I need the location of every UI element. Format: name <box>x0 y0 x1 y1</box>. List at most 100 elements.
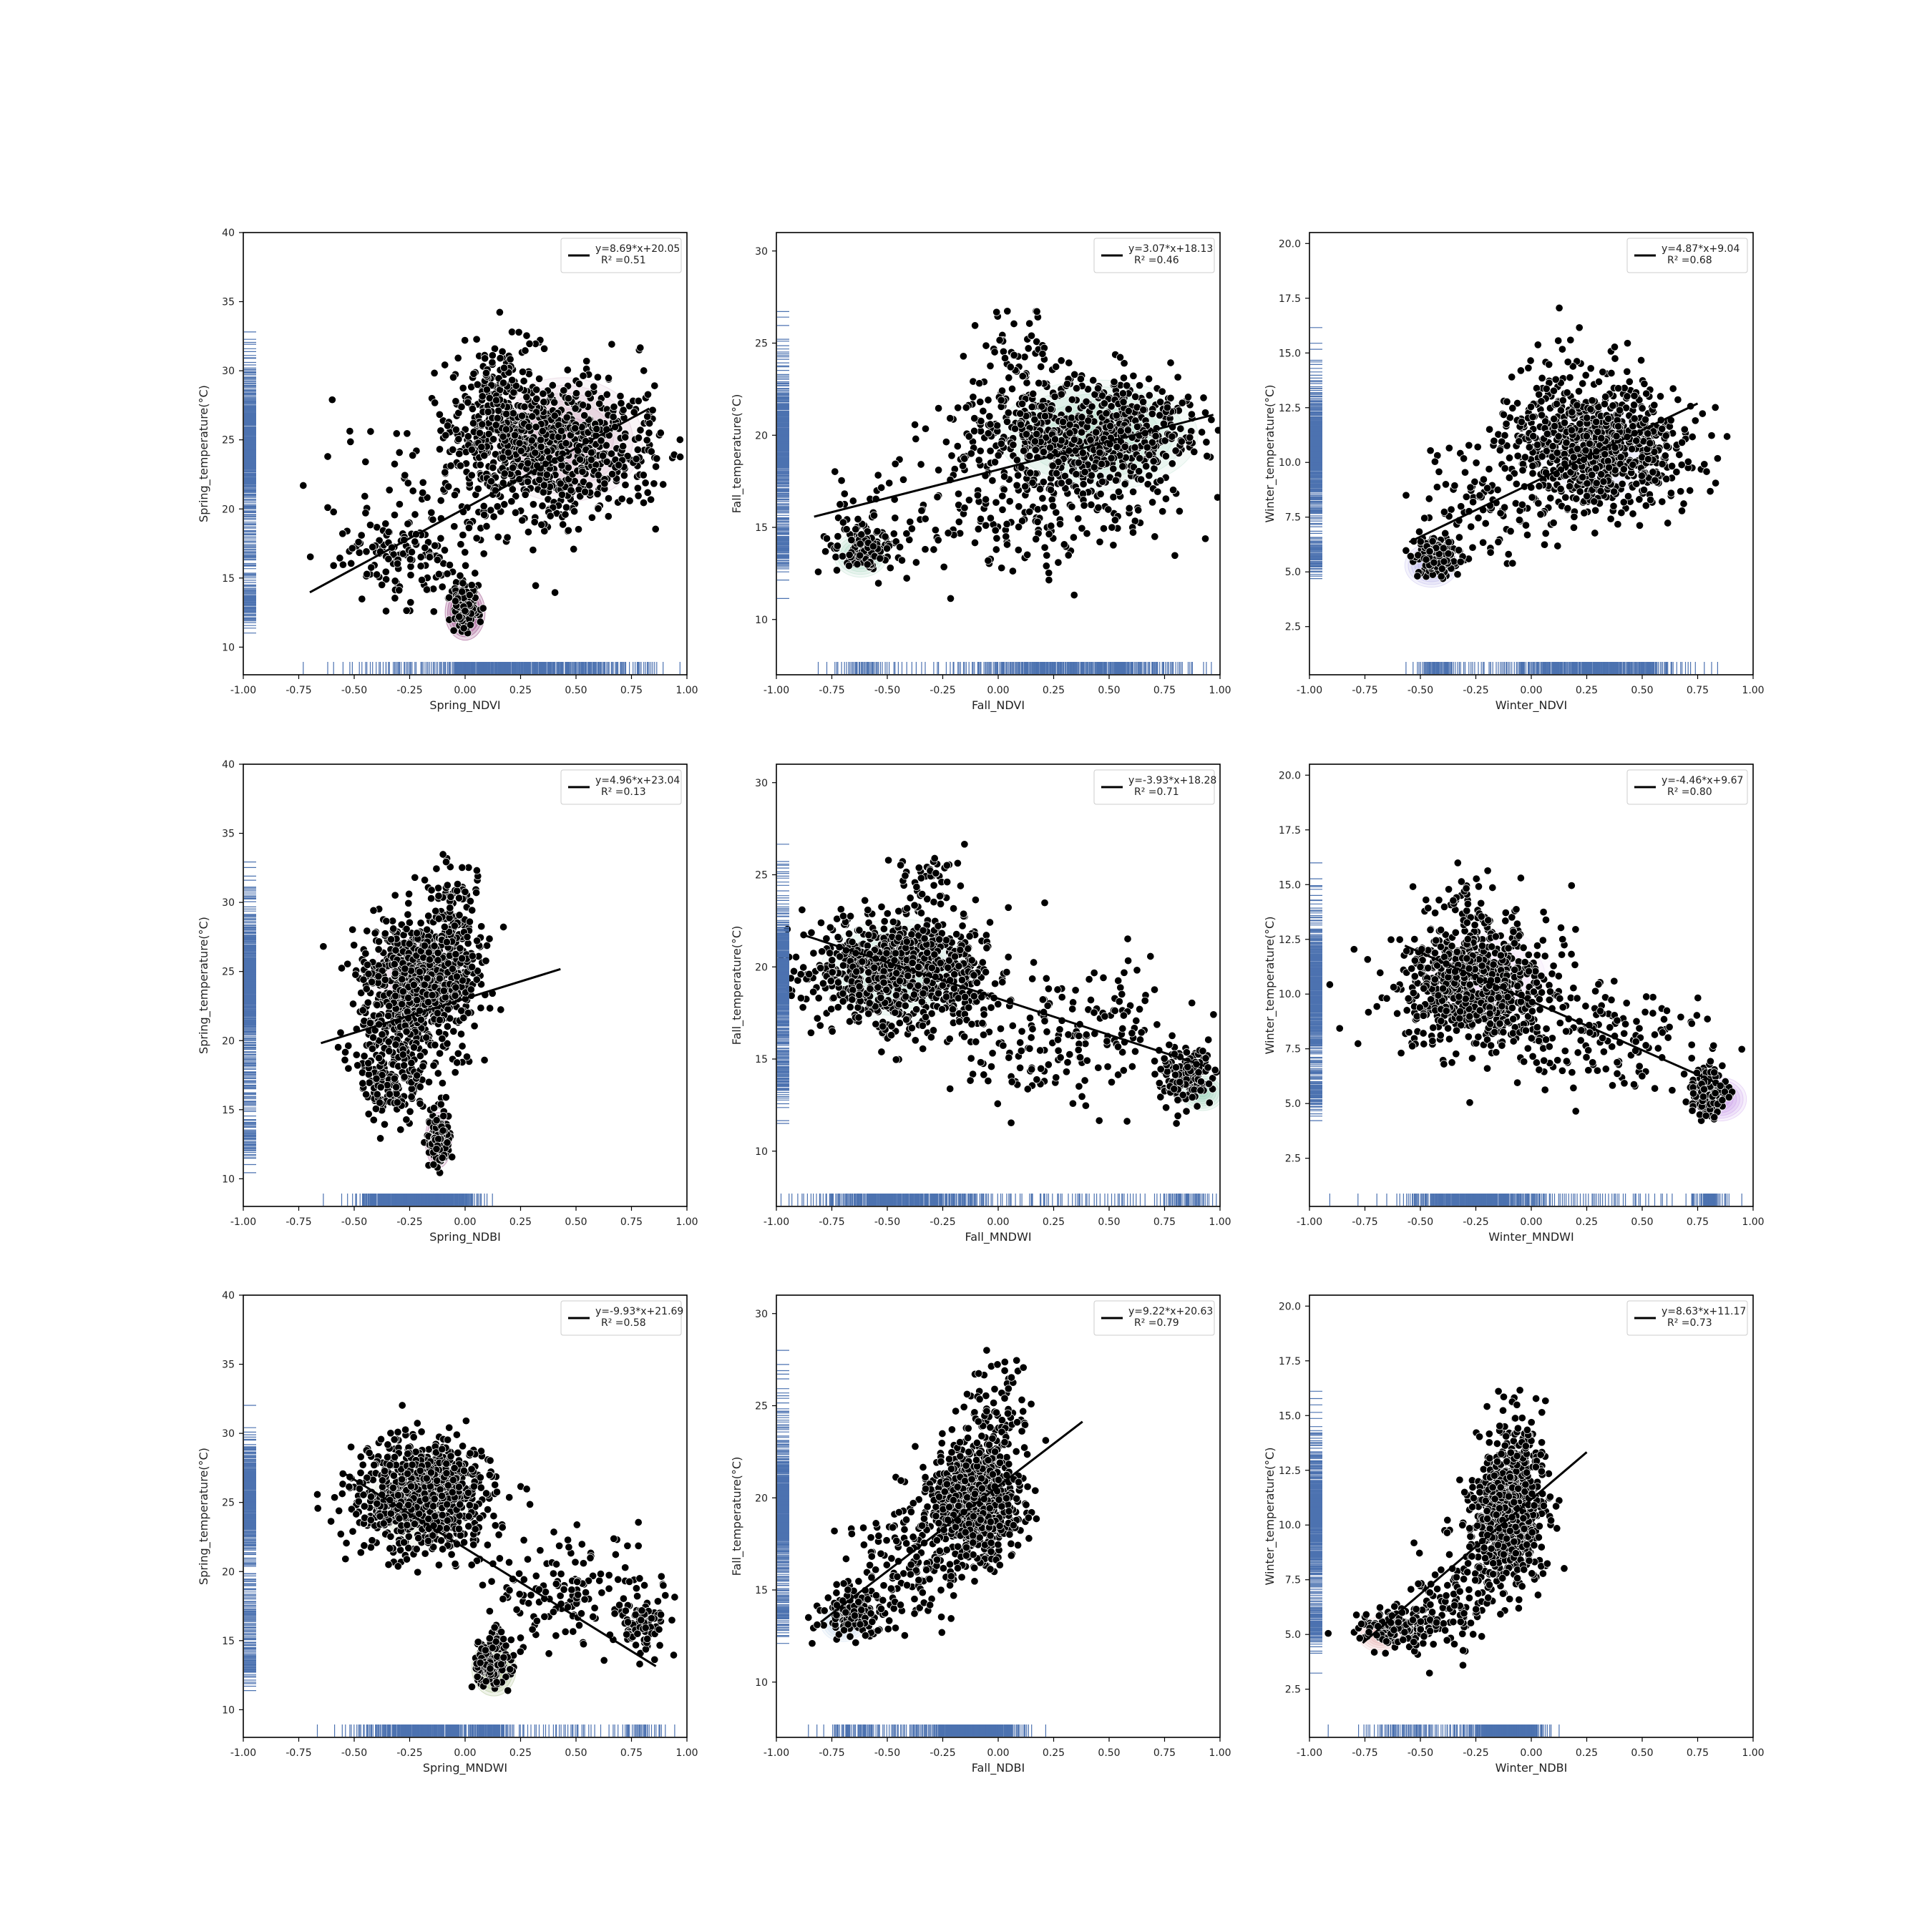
data-point <box>459 579 467 587</box>
data-point <box>1649 468 1657 477</box>
data-point <box>634 396 643 405</box>
data-point <box>643 436 651 444</box>
data-point <box>564 526 572 535</box>
data-point <box>1574 387 1584 396</box>
data-point <box>539 389 547 398</box>
data-point <box>1713 454 1722 463</box>
data-point <box>998 492 1007 500</box>
data-point <box>1024 344 1033 353</box>
data-point <box>515 439 524 447</box>
data-point <box>535 374 544 383</box>
data-point <box>1018 399 1027 408</box>
data-point <box>1616 453 1625 462</box>
rug-marks <box>777 311 1212 674</box>
data-point <box>395 586 404 595</box>
data-point <box>1664 519 1672 527</box>
data-point <box>651 525 660 533</box>
data-point <box>831 552 840 561</box>
data-point <box>508 485 517 494</box>
data-point <box>1135 467 1143 476</box>
data-point <box>572 389 581 398</box>
scatter-panel-2: -1.00 -0.75 -0.50 -0.25 0.00 0.25 0.50 0.75 1.00… <box>730 232 1231 713</box>
data-point <box>1684 457 1692 466</box>
data-point <box>540 398 548 406</box>
data-point <box>984 429 992 438</box>
data-point <box>1088 402 1096 411</box>
data-point <box>1143 443 1151 452</box>
data-point <box>1033 505 1042 514</box>
data-point <box>1148 498 1157 507</box>
data-point <box>1590 497 1599 506</box>
data-point <box>521 346 530 355</box>
data-point <box>1129 371 1138 380</box>
data-point <box>621 433 630 441</box>
data-point <box>1158 507 1167 516</box>
data-point <box>587 513 596 522</box>
data-point <box>1040 543 1049 552</box>
data-point <box>507 497 516 506</box>
data-point <box>1573 444 1582 453</box>
data-point <box>517 447 525 455</box>
data-point <box>1145 391 1153 400</box>
regression-line <box>309 407 650 594</box>
data-point <box>896 542 904 552</box>
data-point <box>634 434 643 442</box>
data-point <box>985 412 994 421</box>
data-point <box>1169 486 1178 494</box>
data-point <box>378 580 386 589</box>
data-point <box>1638 404 1646 413</box>
data-point <box>967 449 975 458</box>
data-point <box>433 555 441 565</box>
data-point <box>384 555 393 563</box>
data-point <box>1123 426 1132 434</box>
data-point <box>1119 398 1128 406</box>
data-point <box>520 402 529 411</box>
data-point <box>1134 506 1143 514</box>
data-point <box>1139 398 1148 406</box>
data-point <box>1186 433 1194 441</box>
x-axis: -1.00 -0.75 -0.50 -0.25 0.00 0.25 0.50 0.75 1.00… <box>763 675 1231 713</box>
data-point <box>1025 452 1034 460</box>
data-point <box>1121 442 1129 451</box>
data-point <box>636 426 645 434</box>
data-point <box>595 399 604 408</box>
data-point <box>419 478 427 487</box>
data-point <box>472 335 481 343</box>
data-point <box>519 376 528 386</box>
data-point <box>369 542 377 552</box>
data-point <box>1678 438 1687 447</box>
data-point <box>1042 562 1050 570</box>
data-point <box>986 361 995 370</box>
data-point <box>609 413 618 421</box>
data-point <box>338 560 347 569</box>
x-tick-label: -0.25 <box>396 685 422 696</box>
data-point <box>419 489 427 497</box>
data-point <box>608 470 617 479</box>
data-point <box>1658 459 1667 469</box>
data-point <box>518 516 527 525</box>
data-point <box>1120 359 1128 368</box>
data-point <box>399 550 407 558</box>
x-tick-label: 0.75 <box>1153 685 1176 696</box>
data-point <box>1072 384 1081 393</box>
data-point <box>1112 411 1121 420</box>
data-point <box>496 354 504 363</box>
data-point <box>1098 391 1107 400</box>
data-point <box>411 537 419 546</box>
data-point <box>640 366 648 375</box>
data-point <box>1632 479 1641 488</box>
x-axis: -1.00 -0.75 -0.50 -0.25 0.00 0.25 0.50 0.75 1.00… <box>230 675 698 713</box>
data-point <box>1637 472 1646 480</box>
data-point <box>988 477 997 485</box>
data-point <box>982 521 990 530</box>
data-point <box>1107 402 1116 411</box>
data-point <box>1604 463 1614 472</box>
data-point <box>1588 471 1596 479</box>
data-point <box>581 487 590 496</box>
data-point <box>540 481 548 489</box>
data-point <box>366 521 375 530</box>
data-point <box>1706 487 1714 496</box>
data-point <box>1145 451 1153 459</box>
data-point <box>832 566 841 575</box>
